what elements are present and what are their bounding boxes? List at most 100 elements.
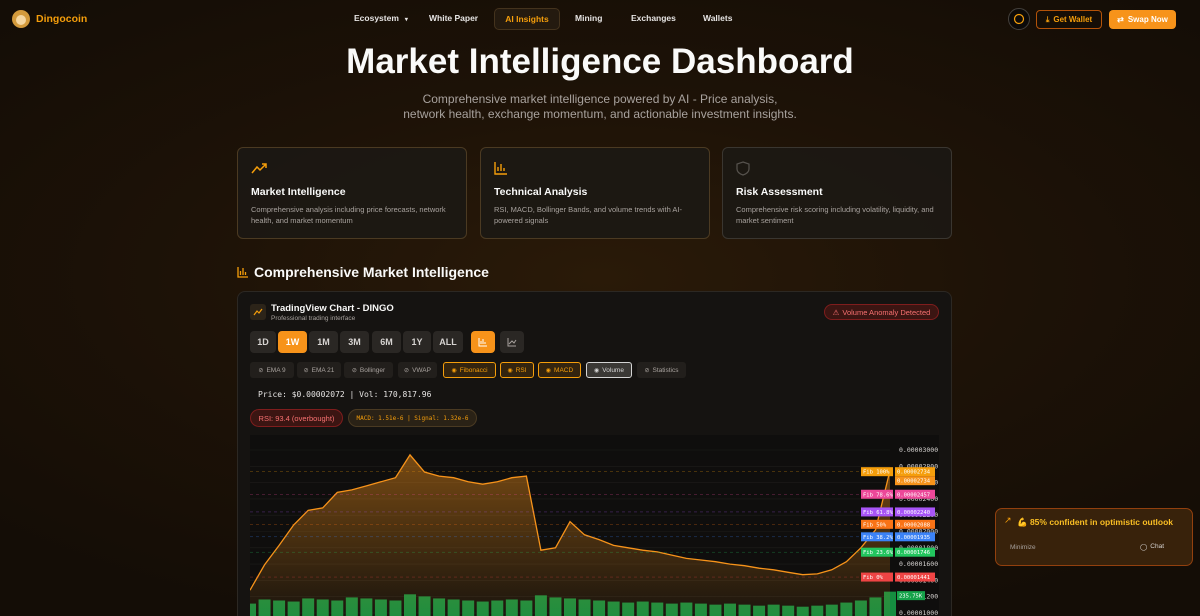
- price-line: [250, 453, 891, 591]
- fib-value: 0.00001441: [897, 575, 930, 581]
- eye-off-icon: ⊘: [258, 367, 264, 374]
- fib-name: Fib 50%: [863, 522, 887, 528]
- fib-name-box: [861, 507, 893, 517]
- section-title: Comprehensive Market Intelligence: [254, 264, 489, 280]
- timeframe-button[interactable]: 6M: [372, 331, 401, 353]
- fib-value-box: [895, 467, 935, 477]
- nav-link[interactable]: Mining: [575, 13, 603, 23]
- indicator-label: Statistics: [652, 366, 679, 374]
- feature-card: Risk Assessment Comprehensive risk scori…: [722, 147, 952, 239]
- fib-value-box: [895, 572, 935, 582]
- fib-name-box: [861, 532, 893, 542]
- feature-description: Comprehensive analysis including price f…: [251, 205, 446, 225]
- swap-icon: ⇄: [1117, 15, 1124, 24]
- timeframe-button[interactable]: ALL: [433, 331, 463, 353]
- timeframe-button[interactable]: 1W: [278, 331, 307, 353]
- indicator-toggle[interactable]: ◉ RSI: [500, 362, 534, 378]
- fib-name: Fib 78.6%: [863, 492, 893, 498]
- warning-icon: ⚠: [832, 307, 840, 317]
- get-wallet-button[interactable]: ⤓ Get Wallet: [1036, 10, 1102, 29]
- fib-name: Fib 0%: [863, 575, 884, 581]
- timeframe-button[interactable]: 3M: [340, 331, 369, 353]
- line-icon: [507, 338, 517, 347]
- logo[interactable]: [12, 10, 30, 28]
- section-icon: [237, 267, 248, 278]
- eye-icon: ◉: [451, 367, 457, 374]
- panel-title: TradingView Chart - DINGO: [271, 303, 394, 314]
- feature-title: Technical Analysis: [494, 186, 588, 198]
- indicator-toggle[interactable]: ◉ MACD: [538, 362, 581, 378]
- chevron-icon: ▾: [404, 17, 408, 23]
- y-tick-label: 0.00002400: [899, 495, 938, 503]
- nav-link[interactable]: Ecosystem ▾: [354, 13, 408, 23]
- y-tick-label: 0.00002000: [899, 528, 938, 536]
- y-tick-label: 0.00002800: [899, 462, 938, 470]
- fib-value-box: [895, 489, 935, 499]
- nav-link[interactable]: Exchanges: [631, 13, 676, 23]
- fib-value-box: [895, 532, 935, 542]
- swap-now-button[interactable]: ⇄ Swap Now: [1109, 10, 1176, 29]
- fib-name-box: [861, 519, 893, 529]
- indicator-toggle[interactable]: ⊘ Bollinger: [344, 362, 393, 378]
- feature-title: Market Intelligence: [251, 186, 346, 198]
- fib-value: 0.00002457: [897, 492, 930, 498]
- fib-value: 0.00001746: [897, 550, 930, 556]
- indicator-label: Bollinger: [359, 366, 386, 374]
- hero-subtitle: Comprehensive market intelligence powere…: [403, 92, 797, 121]
- nav-link[interactable]: AI Insights: [494, 8, 560, 30]
- indicator-toggle[interactable]: ⊘ VWAP: [398, 362, 437, 378]
- insight-text: 💪 85% confident in optimistic outlook: [1017, 517, 1174, 527]
- price-info: Price: $0.00002072 | Vol: 170,817.96: [258, 390, 432, 399]
- macd-badge: MACD: 1.51e-6 | Signal: 1.32e-6: [348, 409, 477, 427]
- indicator-toggle[interactable]: ⊘ EMA 9: [250, 362, 294, 378]
- feature-title: Risk Assessment: [736, 186, 823, 198]
- fib-name-box: [861, 572, 893, 582]
- chat-button[interactable]: ◯ Chat: [1140, 543, 1164, 551]
- timeframe-button[interactable]: 1Y: [403, 331, 431, 353]
- brand[interactable]: Dingocoin: [36, 13, 88, 25]
- indicator-toggle[interactable]: ⊘ Statistics: [637, 362, 686, 378]
- bar-icon: [478, 338, 487, 347]
- fib-name: Fib 38.2%: [863, 535, 893, 541]
- fib-value: 0.00001935: [897, 535, 930, 541]
- indicator-label: Fibonacci: [459, 366, 488, 374]
- theme-toggle[interactable]: [1008, 8, 1030, 30]
- chart-type-button[interactable]: [471, 331, 495, 353]
- eye-icon: ◉: [545, 367, 552, 374]
- trend-icon: [251, 163, 267, 174]
- fib-value: 0.00002734: [897, 470, 931, 476]
- feature-description: Comprehensive risk scoring including vol…: [736, 205, 934, 225]
- fib-name: Fib 100%: [863, 470, 890, 476]
- feature-description: RSI, MACD, Bollinger Bands, and volume t…: [494, 205, 682, 225]
- indicator-toggle[interactable]: ◉ Fibonacci: [443, 362, 496, 378]
- last-price-label: 0.00002734: [897, 479, 931, 485]
- minimize-button[interactable]: Minimize: [1010, 544, 1036, 551]
- fib-name-box: [861, 467, 893, 477]
- volume-label: 235.75K: [899, 594, 923, 600]
- volume-label-box: [897, 591, 925, 601]
- panel-icon: [250, 304, 266, 320]
- indicator-label: RSI: [515, 366, 527, 374]
- feature-card: Market Intelligence Comprehensive analys…: [237, 147, 467, 239]
- get-wallet-label: Get Wallet: [1053, 15, 1093, 24]
- alert-text: Volume Anomaly Detected: [842, 307, 931, 317]
- timeframe-button[interactable]: 1M: [309, 331, 338, 353]
- indicator-toggle[interactable]: ⊘ EMA 21: [297, 362, 341, 378]
- nav-link[interactable]: Wallets: [703, 13, 733, 23]
- indicator-label: EMA 9: [266, 366, 286, 374]
- y-tick-label: 0.00003000: [899, 446, 938, 454]
- indicator-label: EMA 21: [311, 366, 335, 374]
- trend-icon: ↗: [1004, 515, 1012, 525]
- indicator-toggle[interactable]: ◉ Volume: [586, 362, 632, 378]
- alert-badge: ⚠ Volume Anomaly Detected: [824, 304, 939, 320]
- chart-type-button[interactable]: [500, 331, 524, 353]
- eye-off-icon: ⊘: [644, 367, 650, 374]
- nav-link[interactable]: White Paper: [429, 13, 479, 23]
- fib-value-box: [895, 519, 935, 529]
- fib-value-box: [895, 547, 935, 557]
- rsi-badge: RSI: 93.4 (overbought): [250, 409, 343, 427]
- shield-icon: [736, 161, 750, 176]
- chat-icon: ◯: [1140, 544, 1148, 551]
- timeframe-button[interactable]: 1D: [250, 331, 276, 353]
